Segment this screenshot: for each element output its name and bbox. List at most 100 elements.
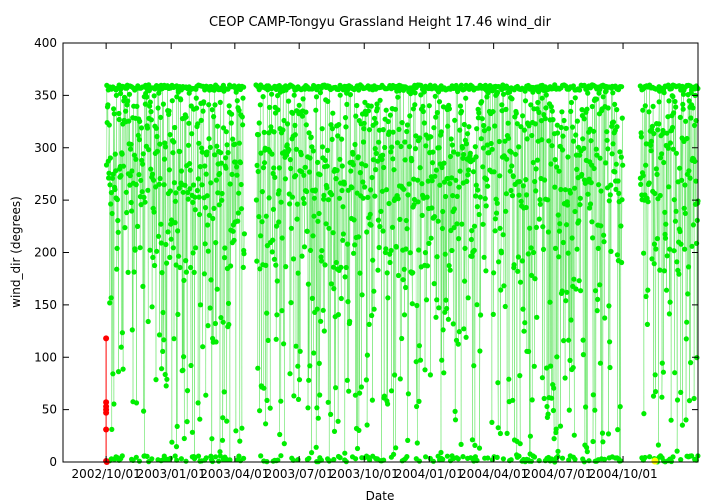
- green-point: [124, 102, 130, 108]
- green-point: [157, 87, 163, 93]
- green-point: [576, 218, 582, 224]
- green-point: [508, 457, 514, 463]
- green-point: [106, 170, 112, 176]
- green-point: [254, 162, 260, 168]
- green-point: [414, 302, 420, 309]
- green-point: [254, 258, 260, 264]
- green-point: [133, 454, 139, 460]
- green-point: [369, 174, 375, 181]
- green-point: [490, 109, 496, 115]
- green-point: [379, 156, 385, 163]
- green-point: [395, 94, 401, 100]
- green-point: [202, 205, 209, 211]
- green-point: [438, 129, 444, 135]
- green-point: [571, 276, 577, 282]
- green-point: [347, 92, 353, 98]
- green-point: [641, 250, 647, 256]
- green-point: [273, 336, 279, 342]
- green-point: [166, 167, 172, 173]
- green-point: [521, 328, 527, 334]
- green-point: [182, 182, 188, 188]
- green-point: [338, 295, 344, 302]
- green-point: [564, 202, 571, 208]
- green-point: [306, 130, 312, 136]
- green-point: [337, 455, 343, 461]
- green-point: [670, 146, 676, 152]
- green-point: [356, 234, 362, 240]
- green-point: [504, 430, 510, 436]
- green-point: [120, 366, 126, 372]
- green-point: [306, 169, 312, 175]
- green-point: [321, 328, 327, 334]
- green-point: [270, 170, 276, 177]
- green-point: [330, 110, 336, 116]
- green-point: [375, 267, 381, 273]
- green-point: [353, 113, 359, 119]
- green-point: [195, 176, 201, 182]
- green-point: [459, 221, 465, 227]
- green-point: [289, 194, 296, 200]
- green-point: [206, 136, 212, 142]
- green-point: [352, 141, 358, 148]
- green-point: [362, 184, 368, 190]
- green-point: [337, 92, 343, 98]
- green-point: [138, 125, 145, 131]
- green-point: [267, 405, 273, 411]
- green-point: [494, 200, 500, 206]
- green-point: [231, 237, 237, 243]
- green-point: [163, 383, 169, 389]
- green-point: [184, 388, 191, 394]
- green-point: [199, 149, 205, 155]
- green-point: [257, 102, 263, 108]
- green-point: [584, 449, 590, 455]
- green-point: [468, 236, 474, 243]
- green-point: [319, 126, 325, 132]
- green-point: [136, 172, 142, 178]
- green-point: [348, 168, 354, 174]
- green-point: [497, 173, 503, 179]
- green-point: [558, 124, 564, 131]
- green-point: [173, 444, 180, 450]
- green-point: [151, 209, 157, 215]
- green-point: [258, 453, 264, 459]
- green-point: [548, 104, 554, 110]
- green-point: [157, 141, 163, 147]
- green-point: [549, 108, 555, 114]
- green-point: [561, 338, 567, 344]
- green-point: [600, 94, 606, 100]
- green-point: [281, 441, 287, 447]
- green-point: [133, 182, 139, 188]
- green-point: [187, 186, 193, 192]
- green-point: [129, 327, 135, 333]
- green-point: [345, 241, 351, 247]
- green-point: [592, 288, 599, 294]
- green-point: [190, 250, 196, 256]
- green-point: [165, 229, 171, 235]
- green-point: [123, 189, 129, 195]
- green-point: [652, 372, 658, 378]
- green-point: [269, 249, 275, 255]
- green-point: [258, 233, 264, 239]
- green-point: [427, 372, 433, 378]
- green-point: [351, 217, 357, 223]
- green-point: [171, 180, 177, 186]
- green-point: [554, 164, 560, 170]
- green-point: [650, 103, 656, 109]
- green-point: [109, 210, 115, 217]
- green-point: [583, 404, 589, 410]
- green-point: [238, 206, 245, 212]
- green-point: [650, 393, 657, 399]
- x-tick-label: 2003/01/01: [137, 467, 206, 481]
- green-point: [235, 218, 241, 224]
- green-point: [645, 287, 651, 293]
- green-point: [614, 252, 621, 258]
- green-point: [508, 187, 514, 194]
- green-point: [465, 295, 471, 301]
- green-point: [340, 237, 346, 243]
- green-point: [480, 145, 486, 151]
- green-point: [680, 101, 686, 107]
- green-point: [573, 286, 579, 292]
- green-point: [662, 209, 668, 215]
- green-point: [587, 201, 594, 207]
- green-point: [328, 281, 334, 287]
